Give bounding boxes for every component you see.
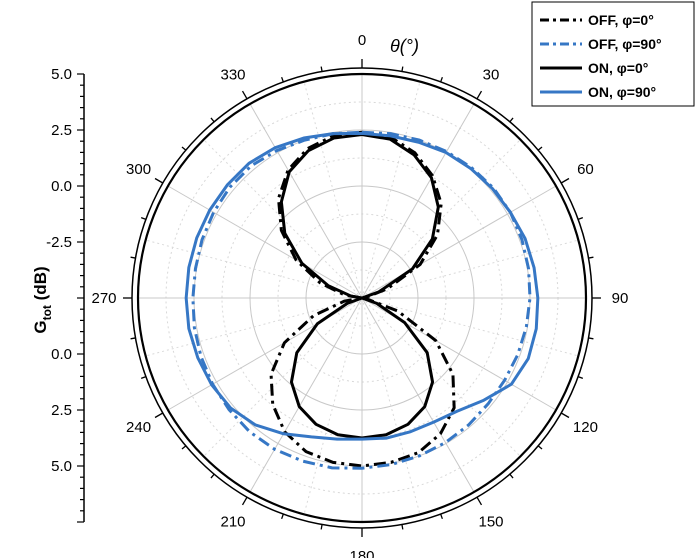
chart-title: θ(°)	[390, 36, 419, 56]
angular-tick-mark	[241, 90, 248, 100]
series-line	[184, 131, 540, 441]
radial-tick-label: 2.5	[51, 402, 72, 419]
angular-tick-mark	[577, 376, 584, 379]
legend-label: ON, φ=90°	[588, 84, 656, 100]
angular-tick-mark	[401, 66, 404, 72]
grid-spoke	[361, 297, 421, 515]
angular-tick-mark	[440, 513, 443, 520]
angular-tick-mark	[140, 217, 147, 220]
grid-spoke	[167, 185, 363, 299]
angular-tick-label: 120	[573, 419, 598, 436]
grid-spoke	[145, 239, 363, 299]
grid-spoke	[303, 81, 363, 299]
angular-tick-mark	[154, 177, 164, 184]
angular-tick-label: 330	[220, 67, 245, 84]
angular-tick-label: 30	[483, 67, 500, 84]
angular-tick-mark	[320, 524, 323, 530]
angular-tick-mark	[509, 117, 514, 123]
angular-tick-mark	[281, 513, 284, 520]
angular-tick-mark	[509, 473, 514, 479]
angular-tick-mark	[537, 445, 543, 450]
grid-spoke	[203, 297, 363, 457]
y-label-sub: tot	[40, 305, 54, 320]
angular-tick-mark	[130, 256, 136, 259]
angular-tick-label: 300	[126, 161, 151, 178]
angular-tick-mark	[281, 76, 284, 83]
grid-spoke	[249, 297, 363, 493]
angular-tick-mark	[210, 473, 215, 479]
angular-tick-mark	[560, 412, 570, 419]
angular-tick-label: 180	[349, 548, 374, 558]
svg-text:Gtot (dB): Gtot (dB)	[31, 266, 54, 333]
radial-tick-label: -2.5	[46, 234, 72, 251]
legend-label: ON, φ=0°	[588, 60, 648, 76]
grid-spoke	[361, 297, 521, 457]
angular-tick-mark	[154, 412, 164, 419]
radial-tick-label: 0.0	[51, 178, 72, 195]
angular-tick-mark	[320, 66, 323, 72]
radial-tick-label: 5.0	[51, 66, 72, 83]
grid-spoke	[361, 139, 521, 299]
angular-tick-mark	[210, 117, 215, 123]
angular-tick-label: 240	[126, 419, 151, 436]
angular-tick-mark	[241, 496, 248, 506]
grid-spoke	[361, 239, 579, 299]
angular-tick-mark	[401, 524, 404, 530]
angular-tick-mark	[588, 337, 594, 340]
series-line	[269, 130, 456, 468]
angular-tick-mark	[577, 217, 584, 220]
angular-tick-mark	[181, 445, 187, 450]
grid-spoke	[361, 297, 579, 357]
radial-tick-label: 2.5	[51, 122, 72, 139]
grid-spoke	[361, 297, 475, 493]
grid-spoke	[145, 297, 363, 357]
angular-tick-label: 270	[91, 290, 116, 307]
angular-tick-mark	[476, 496, 483, 506]
angular-tick-label: 210	[220, 513, 245, 530]
radial-axis: 5.0 2.5 0.0 -2.5 0.0 2.5 5.0	[46, 66, 85, 523]
grid-spoke	[361, 81, 421, 299]
y-label-unit: (dB)	[31, 266, 50, 305]
grid-spoke	[361, 103, 475, 299]
outer-circle	[136, 72, 588, 524]
grid-spoke	[249, 103, 363, 299]
angular-ticks: 0 30 60 90 120 150 180 210 240 270 300 330	[91, 32, 628, 558]
y-label-main: G	[31, 320, 50, 333]
angular-tick-mark	[181, 146, 187, 151]
angular-tick-mark	[476, 90, 483, 100]
angular-tick-label: 0	[358, 32, 366, 49]
angular-tick-mark	[140, 376, 147, 379]
angular-tick-mark	[537, 146, 543, 151]
legend-box	[531, 1, 695, 107]
angular-tick-mark	[440, 76, 443, 83]
grid-spoke	[361, 185, 557, 299]
angular-tick-label: 150	[478, 513, 503, 530]
legend-label: OFF, φ=0°	[588, 12, 654, 28]
angular-tick-label: 60	[577, 161, 594, 178]
series-lines	[184, 130, 540, 470]
angular-tick-label: 90	[612, 290, 629, 307]
grid-spoke	[303, 297, 363, 515]
legend-label: OFF, φ=90°	[588, 36, 662, 52]
radial-tick-label: 0.0	[51, 346, 72, 363]
angular-tick-mark	[560, 177, 570, 184]
series-line	[279, 132, 440, 440]
radial-tick-label: 5.0	[51, 458, 72, 475]
angular-tick-mark	[588, 256, 594, 259]
y-axis-label: Gtot (dB)	[31, 266, 54, 333]
legend: OFF, φ=0° OFF, φ=90° ON, φ=0° ON, φ=90°	[531, 1, 695, 107]
angular-tick-mark	[130, 337, 136, 340]
